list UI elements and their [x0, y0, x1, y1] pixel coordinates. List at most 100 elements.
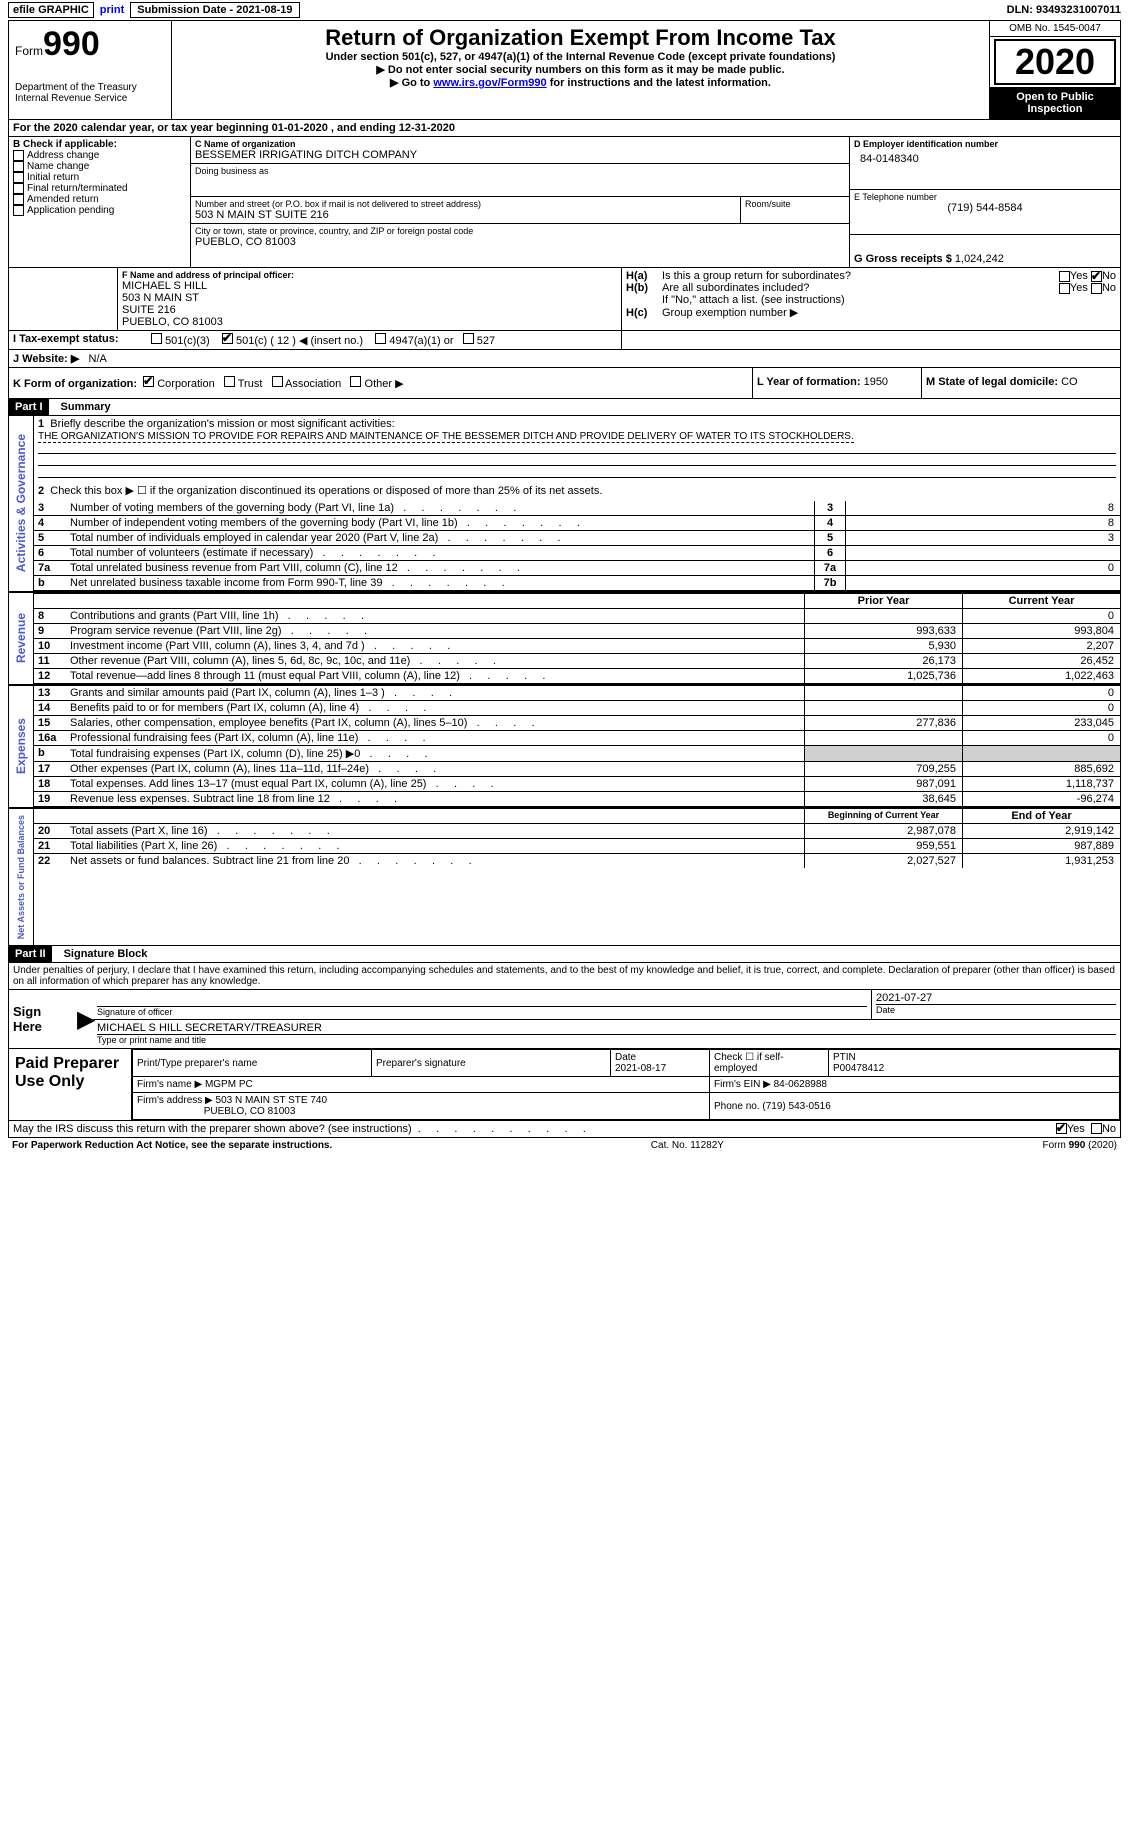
begin-header: Beginning of Current Year [804, 809, 962, 823]
cb-label-2: Initial return [27, 172, 79, 183]
line1-text: Briefly describe the organization's miss… [50, 418, 394, 430]
i-opt2: 501(c) ( 12 ) ◀ (insert no.) [236, 335, 363, 347]
tax-year: 2020 [994, 39, 1116, 85]
other-label: Other ▶ [365, 378, 404, 390]
m-label: M State of legal domicile: [926, 376, 1058, 388]
hb-note: If "No," attach a list. (see instruction… [626, 294, 1116, 306]
net-side: Net Assets or Fund Balances [9, 809, 34, 945]
corp-cb[interactable] [143, 376, 154, 387]
street-value: 503 N MAIN ST SUITE 216 [195, 209, 736, 221]
cb-final[interactable]: Final return/terminated [13, 183, 186, 194]
prep-date-label: Date [615, 1052, 636, 1063]
l-value: 1950 [864, 376, 888, 388]
part2-label: Part II [9, 946, 52, 962]
irs-no: No [1102, 1123, 1116, 1135]
exp-line-18: 18Total expenses. Add lines 13–17 (must … [34, 777, 1120, 792]
i-opt3: 4947(a)(1) or [389, 335, 453, 347]
line1-num: 1 [38, 418, 44, 430]
sig-date: 2021-07-27 [876, 992, 1116, 1005]
part1-header: Part I Summary [8, 399, 1121, 416]
hb-no-cb[interactable] [1091, 283, 1102, 294]
gov-line-b: bNet unrelated business taxable income f… [34, 576, 1120, 591]
trust-cb[interactable] [224, 376, 235, 387]
officer-sig-name: MICHAEL S HILL SECRETARY/TREASURER [97, 1022, 1116, 1035]
cat-num: Cat. No. 11282Y [651, 1140, 724, 1151]
ha-yes-cb[interactable] [1059, 271, 1070, 282]
501c-cb[interactable] [222, 333, 233, 344]
hb-yes-cb[interactable] [1059, 283, 1070, 294]
submission-date: Submission Date - 2021-08-19 [130, 2, 299, 18]
irs-yes-cb[interactable] [1056, 1123, 1067, 1134]
officer-addr2: SUITE 216 [122, 304, 617, 316]
k-label: K Form of organization: [13, 378, 137, 390]
subtitle-1: Under section 501(c), 527, or 4947(a)(1)… [178, 51, 983, 63]
line-1: 1 Briefly describe the organization's mi… [34, 416, 1120, 480]
preparer-block: Paid Preparer Use Only Print/Type prepar… [8, 1049, 1121, 1121]
efile-button[interactable]: efile GRAPHIC [8, 2, 94, 18]
4947-cb[interactable] [375, 333, 386, 344]
cb-pending[interactable]: Application pending [13, 205, 186, 216]
rev-line-11: 11Other revenue (Part VIII, column (A), … [34, 654, 1120, 669]
self-employed: Check ☐ if self-employed [710, 1050, 829, 1077]
ha-no-cb[interactable] [1091, 271, 1102, 282]
gov-line-7a: 7aTotal unrelated business revenue from … [34, 561, 1120, 576]
ha-text: Is this a group return for subordinates? [662, 270, 1059, 282]
part2-header: Part II Signature Block [8, 946, 1121, 963]
rev-line-9: 9Program service revenue (Part VIII, lin… [34, 624, 1120, 639]
sig-officer-label: Signature of officer [97, 1007, 867, 1017]
mission-text: THE ORGANIZATION'S MISSION TO PROVIDE FO… [38, 431, 854, 443]
expenses-block: Expenses 13Grants and similar amounts pa… [8, 686, 1121, 809]
501c3-cb[interactable] [151, 333, 162, 344]
sign-here-block: Sign Here ▶ Signature of officer 2021-07… [8, 990, 1121, 1049]
current-header: Current Year [962, 594, 1120, 608]
exp-line-16a: 16aProfessional fundraising fees (Part I… [34, 731, 1120, 746]
subtitle-3: ▶ Go to www.irs.gov/Form990 for instruct… [178, 76, 983, 89]
other-cb[interactable] [350, 376, 361, 387]
room-label: Room/suite [745, 199, 845, 209]
footer-num: 990 [1069, 1140, 1086, 1151]
form-word: Form [15, 44, 43, 58]
phone-value: (719) 544-8584 [854, 202, 1116, 214]
line-a: For the 2020 calendar year, or tax year … [8, 120, 1121, 137]
ha-no: No [1102, 270, 1116, 282]
city-value: PUEBLO, CO 81003 [195, 236, 845, 248]
firm-city: PUEBLO, CO 81003 [204, 1106, 296, 1117]
goto-pre: ▶ Go to [390, 77, 433, 89]
irs-yes: Yes [1067, 1123, 1085, 1135]
may-irs-text: May the IRS discuss this return with the… [13, 1123, 412, 1135]
officer-name: MICHAEL S HILL [122, 280, 617, 292]
cb-name[interactable]: Name change [13, 161, 186, 172]
form-number: 990 [43, 25, 100, 63]
assoc-cb[interactable] [272, 376, 283, 387]
officer-addr1: 503 N MAIN ST [122, 292, 617, 304]
pra-text: For Paperwork Reduction Act Notice, see … [12, 1140, 332, 1151]
cb-amended[interactable]: Amended return [13, 194, 186, 205]
prep-phone: (719) 543-0516 [762, 1101, 830, 1112]
cb-address[interactable]: Address change [13, 150, 186, 161]
net-line-22: 22Net assets or fund balances. Subtract … [34, 854, 1120, 868]
irs-no-cb[interactable] [1091, 1123, 1102, 1134]
print-link[interactable]: print [100, 4, 124, 16]
hc-text: Group exemption number ▶ [662, 307, 798, 319]
firm-name: MGPM PC [205, 1079, 253, 1090]
exp-line-b: bTotal fundraising expenses (Part IX, co… [34, 746, 1120, 762]
i-opt4: 527 [477, 335, 495, 347]
rev-vert: Revenue [12, 607, 30, 669]
g-label: G Gross receipts $ [854, 253, 952, 265]
firm-ein-label: Firm's EIN ▶ [714, 1079, 771, 1090]
dln-number: DLN: 93493231007011 [1007, 4, 1121, 16]
hb-text: Are all subordinates included? [662, 282, 1059, 294]
part1-title: Summary [49, 401, 111, 413]
exp-line-13: 13Grants and similar amounts paid (Part … [34, 686, 1120, 701]
cb-initial[interactable]: Initial return [13, 172, 186, 183]
right-info: D Employer identification number 84-0148… [849, 137, 1120, 267]
527-cb[interactable] [463, 333, 474, 344]
top-info-row: B Check if applicable: Address change Na… [8, 137, 1121, 268]
firm-addr: 503 N MAIN ST STE 740 [216, 1095, 328, 1106]
prep-sig-label: Preparer's signature [372, 1050, 611, 1077]
irs-link[interactable]: www.irs.gov/Form990 [433, 77, 546, 89]
revenue-side: Revenue [9, 593, 34, 684]
department-label: Department of the Treasury Internal Reve… [15, 64, 165, 104]
website-value: N/A [89, 353, 107, 365]
b-title: B Check if applicable: [13, 139, 186, 150]
